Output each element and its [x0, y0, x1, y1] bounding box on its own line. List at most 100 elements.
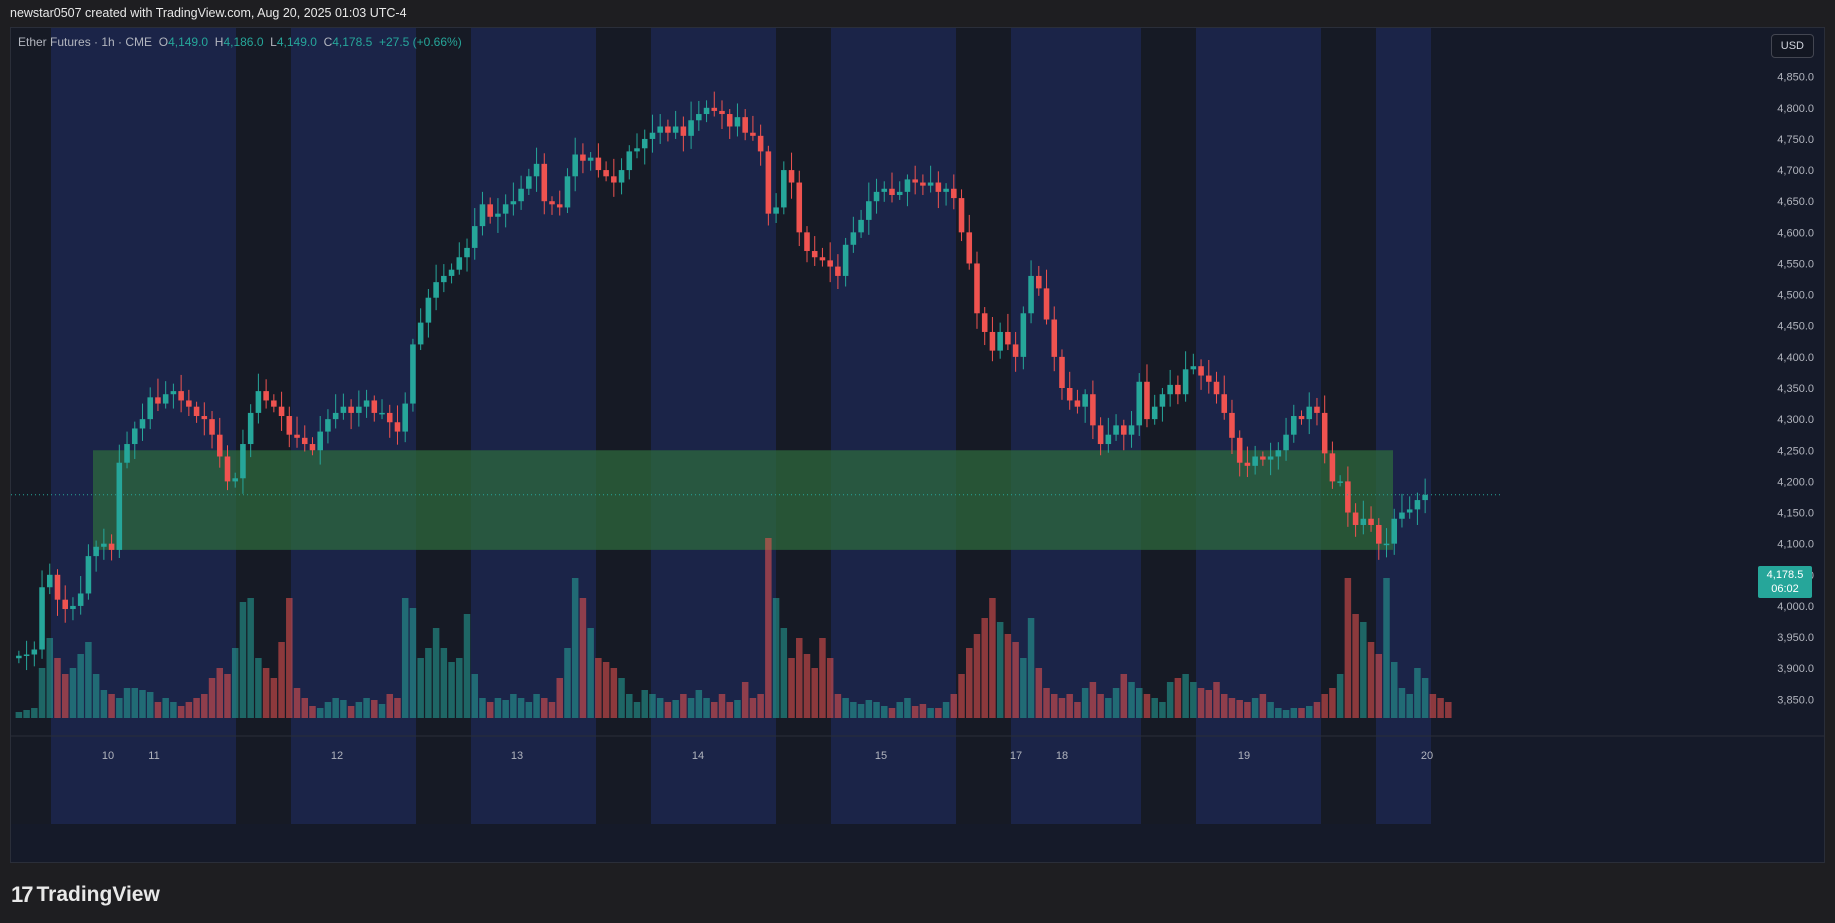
volume-bar: [765, 538, 772, 718]
volume-bar: [1035, 668, 1043, 718]
y-tick-label: 4,650.0: [1777, 196, 1814, 208]
volume-bar: [1282, 710, 1290, 718]
volume-bar: [610, 668, 618, 718]
candle-body: [240, 444, 246, 479]
volume-bar: [479, 698, 486, 718]
candlestick-chart[interactable]: 4,850.0 4,800.0 4,750.0 4,700.0 4,650.0 4,600…: [11, 28, 1825, 863]
volume-bar: [270, 678, 278, 718]
candle-body: [1012, 344, 1019, 357]
candle-body: [657, 126, 663, 133]
volume-bar: [1228, 698, 1236, 718]
volume-bar: [139, 690, 146, 718]
x-tick-label: 11: [148, 750, 159, 762]
volume-bar: [656, 698, 664, 718]
candle-body: [1399, 512, 1405, 519]
chart-panel[interactable]: 4,850.0 4,800.0 4,750.0 4,700.0 4,650.0 4,600…: [10, 27, 1825, 863]
candle-body: [1190, 366, 1197, 370]
x-tick-label: 19: [1238, 750, 1250, 762]
y-tick-label: 4,550.0: [1777, 258, 1814, 270]
candle-body: [549, 201, 555, 205]
candle-body: [77, 593, 84, 606]
candle-body: [1314, 406, 1320, 413]
volume-bar: [38, 668, 46, 718]
candle-body: [672, 126, 679, 133]
candle-body: [773, 207, 779, 214]
volume-bar: [1143, 694, 1151, 718]
volume-bar: [996, 622, 1004, 718]
candle-body: [1113, 425, 1119, 435]
tradingview-logo[interactable]: 17 TradingView: [11, 882, 160, 908]
volume-bar: [278, 642, 285, 718]
volume-bar: [772, 598, 780, 718]
volume-bar: [123, 688, 131, 718]
volume-bar: [440, 648, 448, 718]
volume-bar: [510, 694, 517, 718]
x-tick-label: 20: [1421, 750, 1433, 762]
y-tick-label: 4,850.0: [1777, 72, 1814, 84]
volume-bar: [626, 694, 633, 718]
currency-button[interactable]: USD: [1770, 34, 1814, 58]
candle-body: [981, 313, 988, 332]
volume-bar: [587, 628, 594, 718]
candle-body: [325, 419, 331, 432]
y-tick-label: 4,250.0: [1777, 445, 1814, 457]
volume-bar: [108, 694, 115, 718]
volume-bar: [1367, 642, 1375, 718]
session-band: [831, 28, 956, 824]
candle-body: [178, 391, 184, 401]
volume-bar: [1136, 688, 1143, 718]
candle-body: [317, 431, 323, 451]
volume-bar: [262, 668, 270, 718]
tradingview-wordmark: TradingView: [36, 883, 160, 906]
candle-body: [363, 400, 370, 407]
volume-bar: [881, 706, 888, 718]
candle-body: [1066, 388, 1073, 401]
volume-bar: [803, 654, 811, 718]
candle-body: [1352, 512, 1359, 525]
volume-bar: [231, 648, 239, 718]
volume-bar: [1105, 698, 1112, 718]
candle-body: [641, 138, 648, 149]
candle-body: [340, 406, 347, 413]
volume-bar: [788, 658, 795, 718]
candle-body: [448, 269, 455, 276]
x-tick-label: 18: [1056, 750, 1068, 762]
candle-body: [155, 397, 161, 404]
volume-bar: [1383, 578, 1390, 718]
candle-body: [510, 201, 517, 205]
candle-body: [665, 126, 671, 133]
candle-body: [201, 416, 208, 420]
candle-body: [1306, 406, 1313, 420]
candle-body: [46, 574, 53, 588]
volume-bar: [687, 698, 695, 718]
candle-body: [842, 244, 849, 276]
candle-body: [193, 406, 200, 417]
volume-bar: [1027, 618, 1035, 718]
x-tick-label: 17: [1010, 750, 1022, 762]
volume-bar: [131, 688, 139, 718]
candle-body: [116, 462, 123, 550]
volume-bar: [1159, 702, 1166, 718]
candle-body: [1321, 412, 1328, 454]
volume-bar: [757, 694, 764, 718]
volume-bar: [533, 694, 540, 718]
candle-body: [1105, 434, 1112, 445]
candle-body: [1051, 319, 1058, 357]
candle-body: [1391, 518, 1398, 544]
candle-body: [1036, 275, 1042, 289]
candle-body: [209, 419, 215, 435]
candle-body: [93, 546, 99, 557]
candle-body: [1337, 481, 1343, 483]
candle-body: [170, 391, 177, 395]
volume-bar: [602, 662, 610, 718]
candle-body: [1290, 416, 1297, 435]
candle-body: [819, 257, 826, 261]
candle-body: [719, 110, 725, 115]
candle-body: [224, 456, 231, 482]
candle-body: [680, 126, 687, 136]
symbol-name[interactable]: Ether Futures · 1h · CME: [18, 35, 153, 49]
volume-bar: [749, 698, 757, 718]
candle-body: [564, 176, 571, 208]
volume-bar: [386, 694, 393, 718]
volume-bar: [378, 704, 386, 718]
